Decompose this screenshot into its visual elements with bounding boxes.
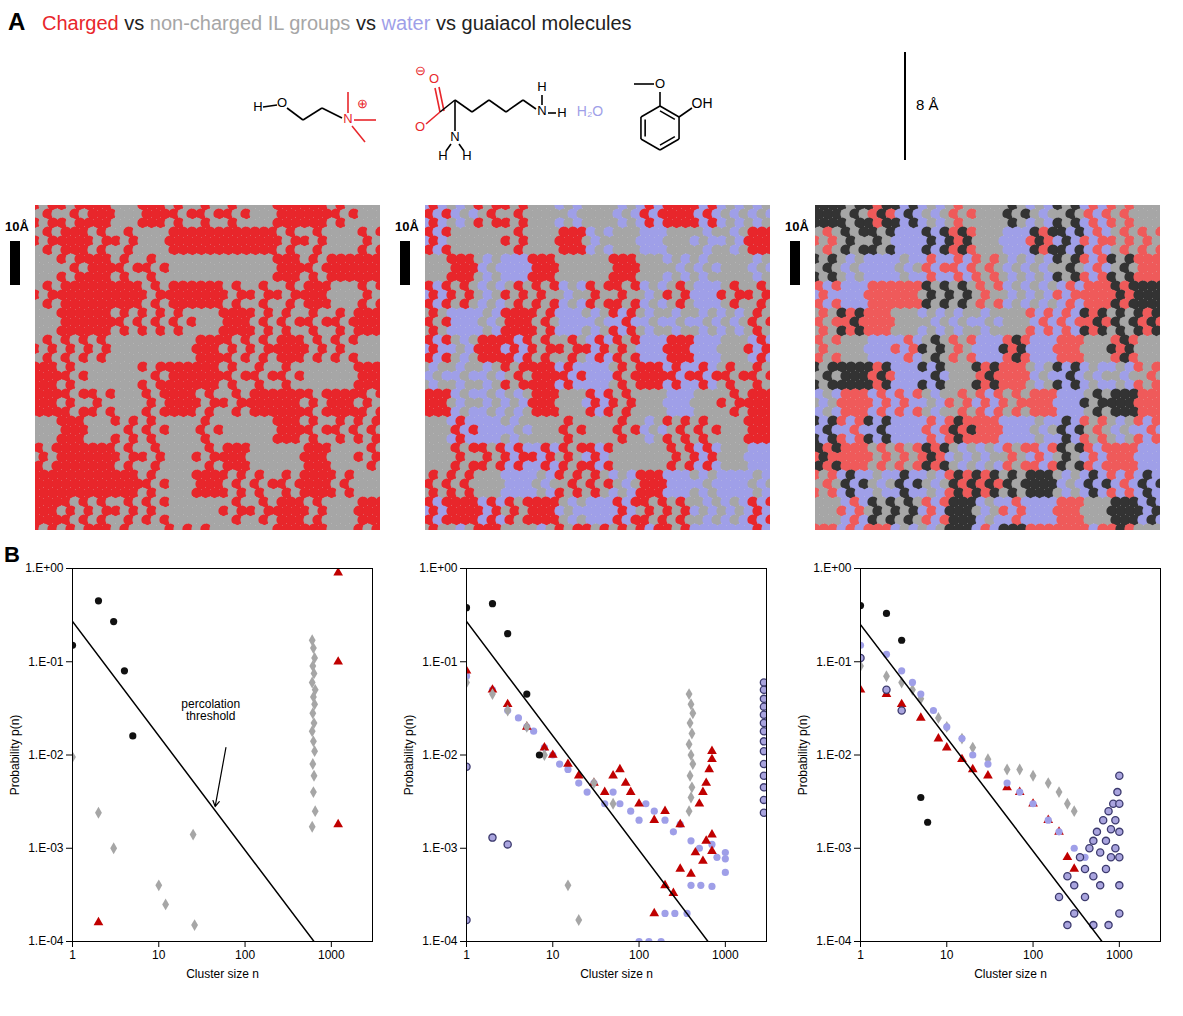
svg-text:H: H <box>462 148 471 163</box>
svg-text:percolationthreshold: percolationthreshold <box>181 697 240 723</box>
svg-text:O: O <box>415 119 425 134</box>
html-text:B: B <box>4 542 20 567</box>
svg-text:N: N <box>450 129 459 144</box>
svg-text:1: 1 <box>69 948 76 962</box>
svg-text:10Å: 10Å <box>395 219 419 234</box>
svg-text:1000: 1000 <box>1106 948 1133 962</box>
svg-text:O: O <box>429 71 439 86</box>
svg-text:10: 10 <box>152 948 166 962</box>
svg-text:1.E+00: 1.E+00 <box>25 561 64 575</box>
svg-text:1.E-04: 1.E-04 <box>28 934 64 948</box>
svg-text:⊖: ⊖ <box>415 63 426 78</box>
svg-text:1.E-03: 1.E-03 <box>422 841 458 855</box>
svg-text:100: 100 <box>1023 948 1043 962</box>
svg-text:Probability p(n): Probability p(n) <box>402 715 416 796</box>
svg-text:A: A <box>8 8 25 35</box>
svg-text:1.E-01: 1.E-01 <box>816 655 852 669</box>
svg-text:10: 10 <box>546 948 560 962</box>
svg-text:1: 1 <box>463 948 470 962</box>
svg-text:OH: OH <box>692 95 713 111</box>
svg-text:Probability p(n): Probability p(n) <box>796 715 810 796</box>
svg-text:N: N <box>343 111 352 126</box>
svg-text:1.E-03: 1.E-03 <box>816 841 852 855</box>
svg-text:1.E-03: 1.E-03 <box>28 841 64 855</box>
svg-text:H₂O: H₂O <box>577 103 604 119</box>
svg-text:1.E+00: 1.E+00 <box>419 561 458 575</box>
svg-text:1.E-02: 1.E-02 <box>28 748 64 762</box>
svg-text:10Å: 10Å <box>5 219 29 234</box>
svg-text:H: H <box>438 148 447 163</box>
svg-text:1.E-01: 1.E-01 <box>422 655 458 669</box>
svg-text:H: H <box>253 99 262 114</box>
svg-text:1000: 1000 <box>318 948 345 962</box>
svg-text:Cluster size n: Cluster size n <box>186 967 259 981</box>
svg-text:1.E-02: 1.E-02 <box>422 748 458 762</box>
svg-text:Cluster size n: Cluster size n <box>974 967 1047 981</box>
svg-text:⊕: ⊕ <box>357 96 368 111</box>
svg-text:1: 1 <box>857 948 864 962</box>
svg-text:10: 10 <box>940 948 954 962</box>
svg-text:1.E-02: 1.E-02 <box>816 748 852 762</box>
svg-text:H: H <box>537 79 546 94</box>
svg-text:Charged vs non-charged IL grou: Charged vs non-charged IL groups vs wate… <box>42 12 632 34</box>
svg-text:100: 100 <box>629 948 649 962</box>
svg-text:10Å: 10Å <box>785 219 809 234</box>
svg-text:1.E+00: 1.E+00 <box>813 561 852 575</box>
svg-text:H: H <box>557 105 566 120</box>
svg-text:Probability p(n): Probability p(n) <box>8 715 22 796</box>
svg-text:1000: 1000 <box>712 948 739 962</box>
svg-text:O: O <box>277 95 287 110</box>
svg-text:O: O <box>655 76 665 91</box>
svg-text:1.E-04: 1.E-04 <box>422 934 458 948</box>
svg-text:100: 100 <box>235 948 255 962</box>
svg-text:1.E-04: 1.E-04 <box>816 934 852 948</box>
svg-text:N: N <box>537 103 546 118</box>
svg-text:Cluster size n: Cluster size n <box>580 967 653 981</box>
svg-text:8 Å: 8 Å <box>916 96 939 113</box>
svg-text:1.E-01: 1.E-01 <box>28 655 64 669</box>
